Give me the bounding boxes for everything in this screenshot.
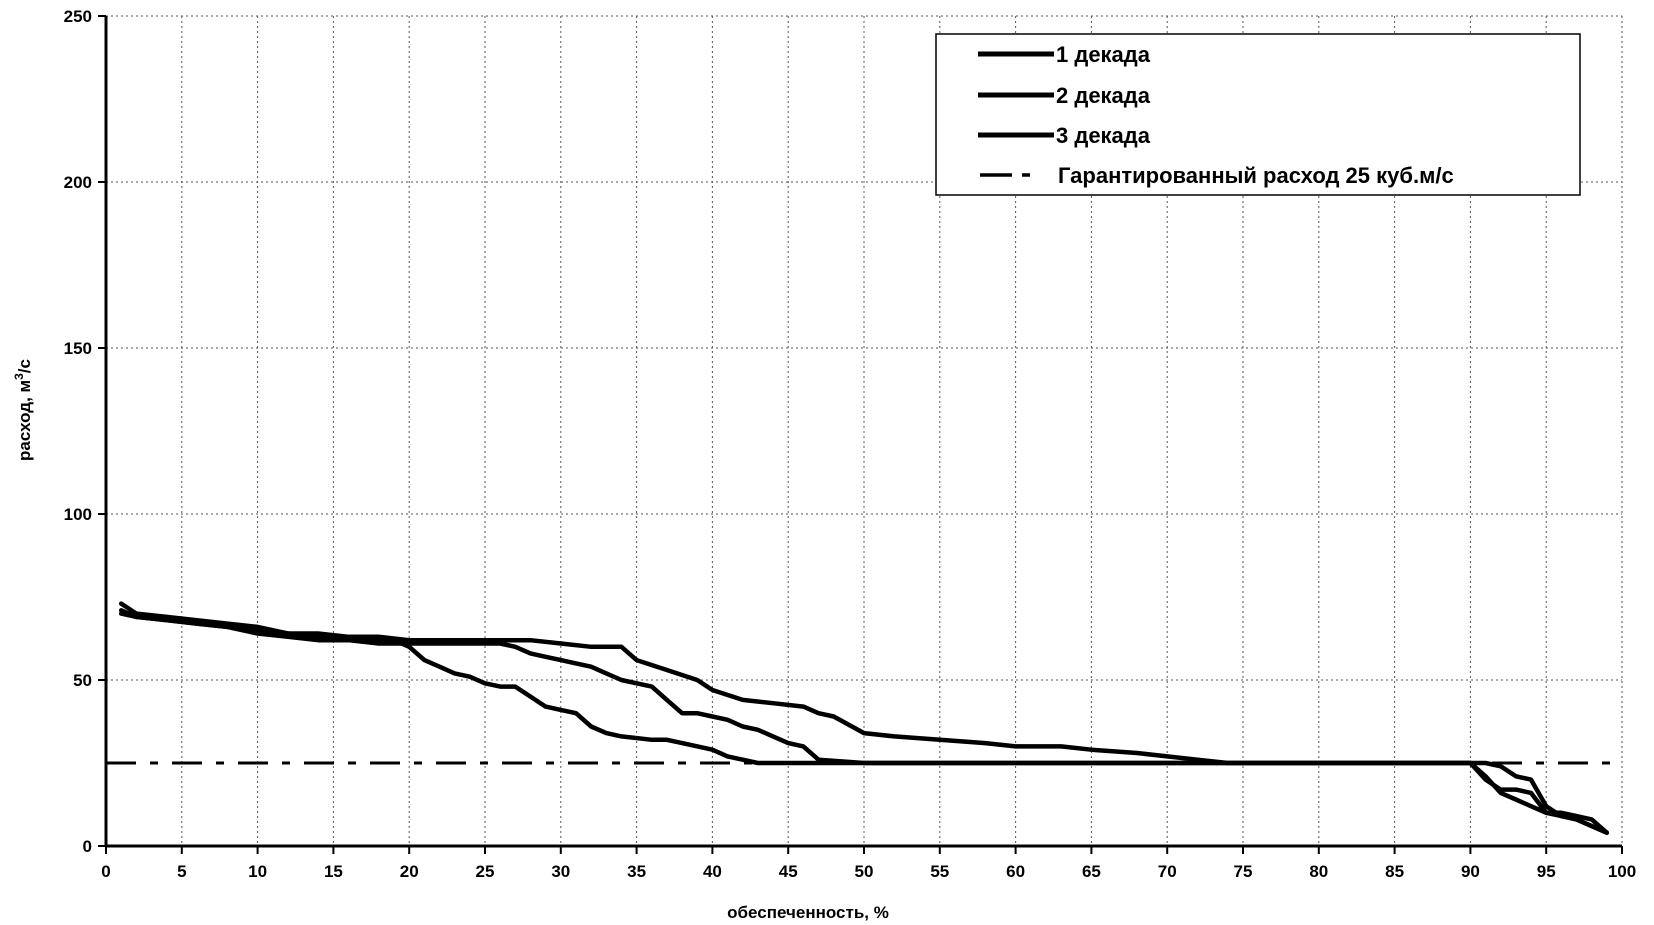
x-tick-label-30: 30 bbox=[551, 862, 570, 881]
x-axis-title: обеспеченность, % bbox=[727, 903, 889, 922]
x-tick-label-90: 90 bbox=[1461, 862, 1480, 881]
x-tick-label-45: 45 bbox=[779, 862, 798, 881]
x-tick-label-0: 0 bbox=[101, 862, 110, 881]
y-tick-label-150: 150 bbox=[64, 339, 92, 358]
x-tick-label-10: 10 bbox=[248, 862, 267, 881]
y-axis-title-superscript: 3 bbox=[12, 373, 26, 380]
x-tick-label-75: 75 bbox=[1234, 862, 1253, 881]
series-line-3 bbox=[118, 608, 1610, 835]
y-tick-label-0: 0 bbox=[83, 837, 92, 856]
x-tick-label-25: 25 bbox=[476, 862, 495, 881]
x-tick-label-70: 70 bbox=[1158, 862, 1177, 881]
x-tick-label-85: 85 bbox=[1385, 862, 1404, 881]
x-tick-label-15: 15 bbox=[324, 862, 343, 881]
y-axis-title-main: расход, м bbox=[15, 380, 34, 461]
y-tick-label-100: 100 bbox=[64, 505, 92, 524]
y-tick-label-200: 200 bbox=[64, 173, 92, 192]
legend-label-2: 2 декада bbox=[1056, 83, 1151, 108]
y-axis-title-tail: /с bbox=[15, 359, 34, 373]
legend-label-3: 3 декада bbox=[1056, 123, 1151, 148]
tick-labels: 0 5 10 15 20 25 30 35 40 45 50 55 60 65 70 75 80 85 90 95 10… bbox=[64, 7, 1637, 881]
x-tick-label-5: 5 bbox=[177, 862, 186, 881]
x-tick-label-100: 100 bbox=[1608, 862, 1636, 881]
x-tick-label-60: 60 bbox=[1006, 862, 1025, 881]
legend-label-4: Гарантированный расход 25 куб.м/с bbox=[1058, 163, 1454, 188]
x-tick-label-65: 65 bbox=[1082, 862, 1101, 881]
legend-label-1: 1 декада bbox=[1056, 42, 1151, 67]
x-tick-label-40: 40 bbox=[703, 862, 722, 881]
x-tick-label-55: 55 bbox=[930, 862, 949, 881]
x-tick-label-50: 50 bbox=[855, 862, 874, 881]
x-tick-label-20: 20 bbox=[400, 862, 419, 881]
y-tick-label-250: 250 bbox=[64, 7, 92, 26]
x-tick-label-80: 80 bbox=[1309, 862, 1328, 881]
x-tick-label-35: 35 bbox=[627, 862, 646, 881]
grid-lines bbox=[106, 15, 1623, 846]
x-tick-label-95: 95 bbox=[1537, 862, 1556, 881]
legend-box bbox=[935, 33, 1581, 196]
y-tick-label-50: 50 bbox=[73, 671, 92, 690]
axes bbox=[98, 15, 1623, 854]
legend: 1 декада 2 декада 3 декада Гарантированн… bbox=[935, 33, 1581, 196]
series-lines bbox=[106, 601, 1622, 835]
y-axis-title: расход, м3/с bbox=[12, 359, 34, 461]
